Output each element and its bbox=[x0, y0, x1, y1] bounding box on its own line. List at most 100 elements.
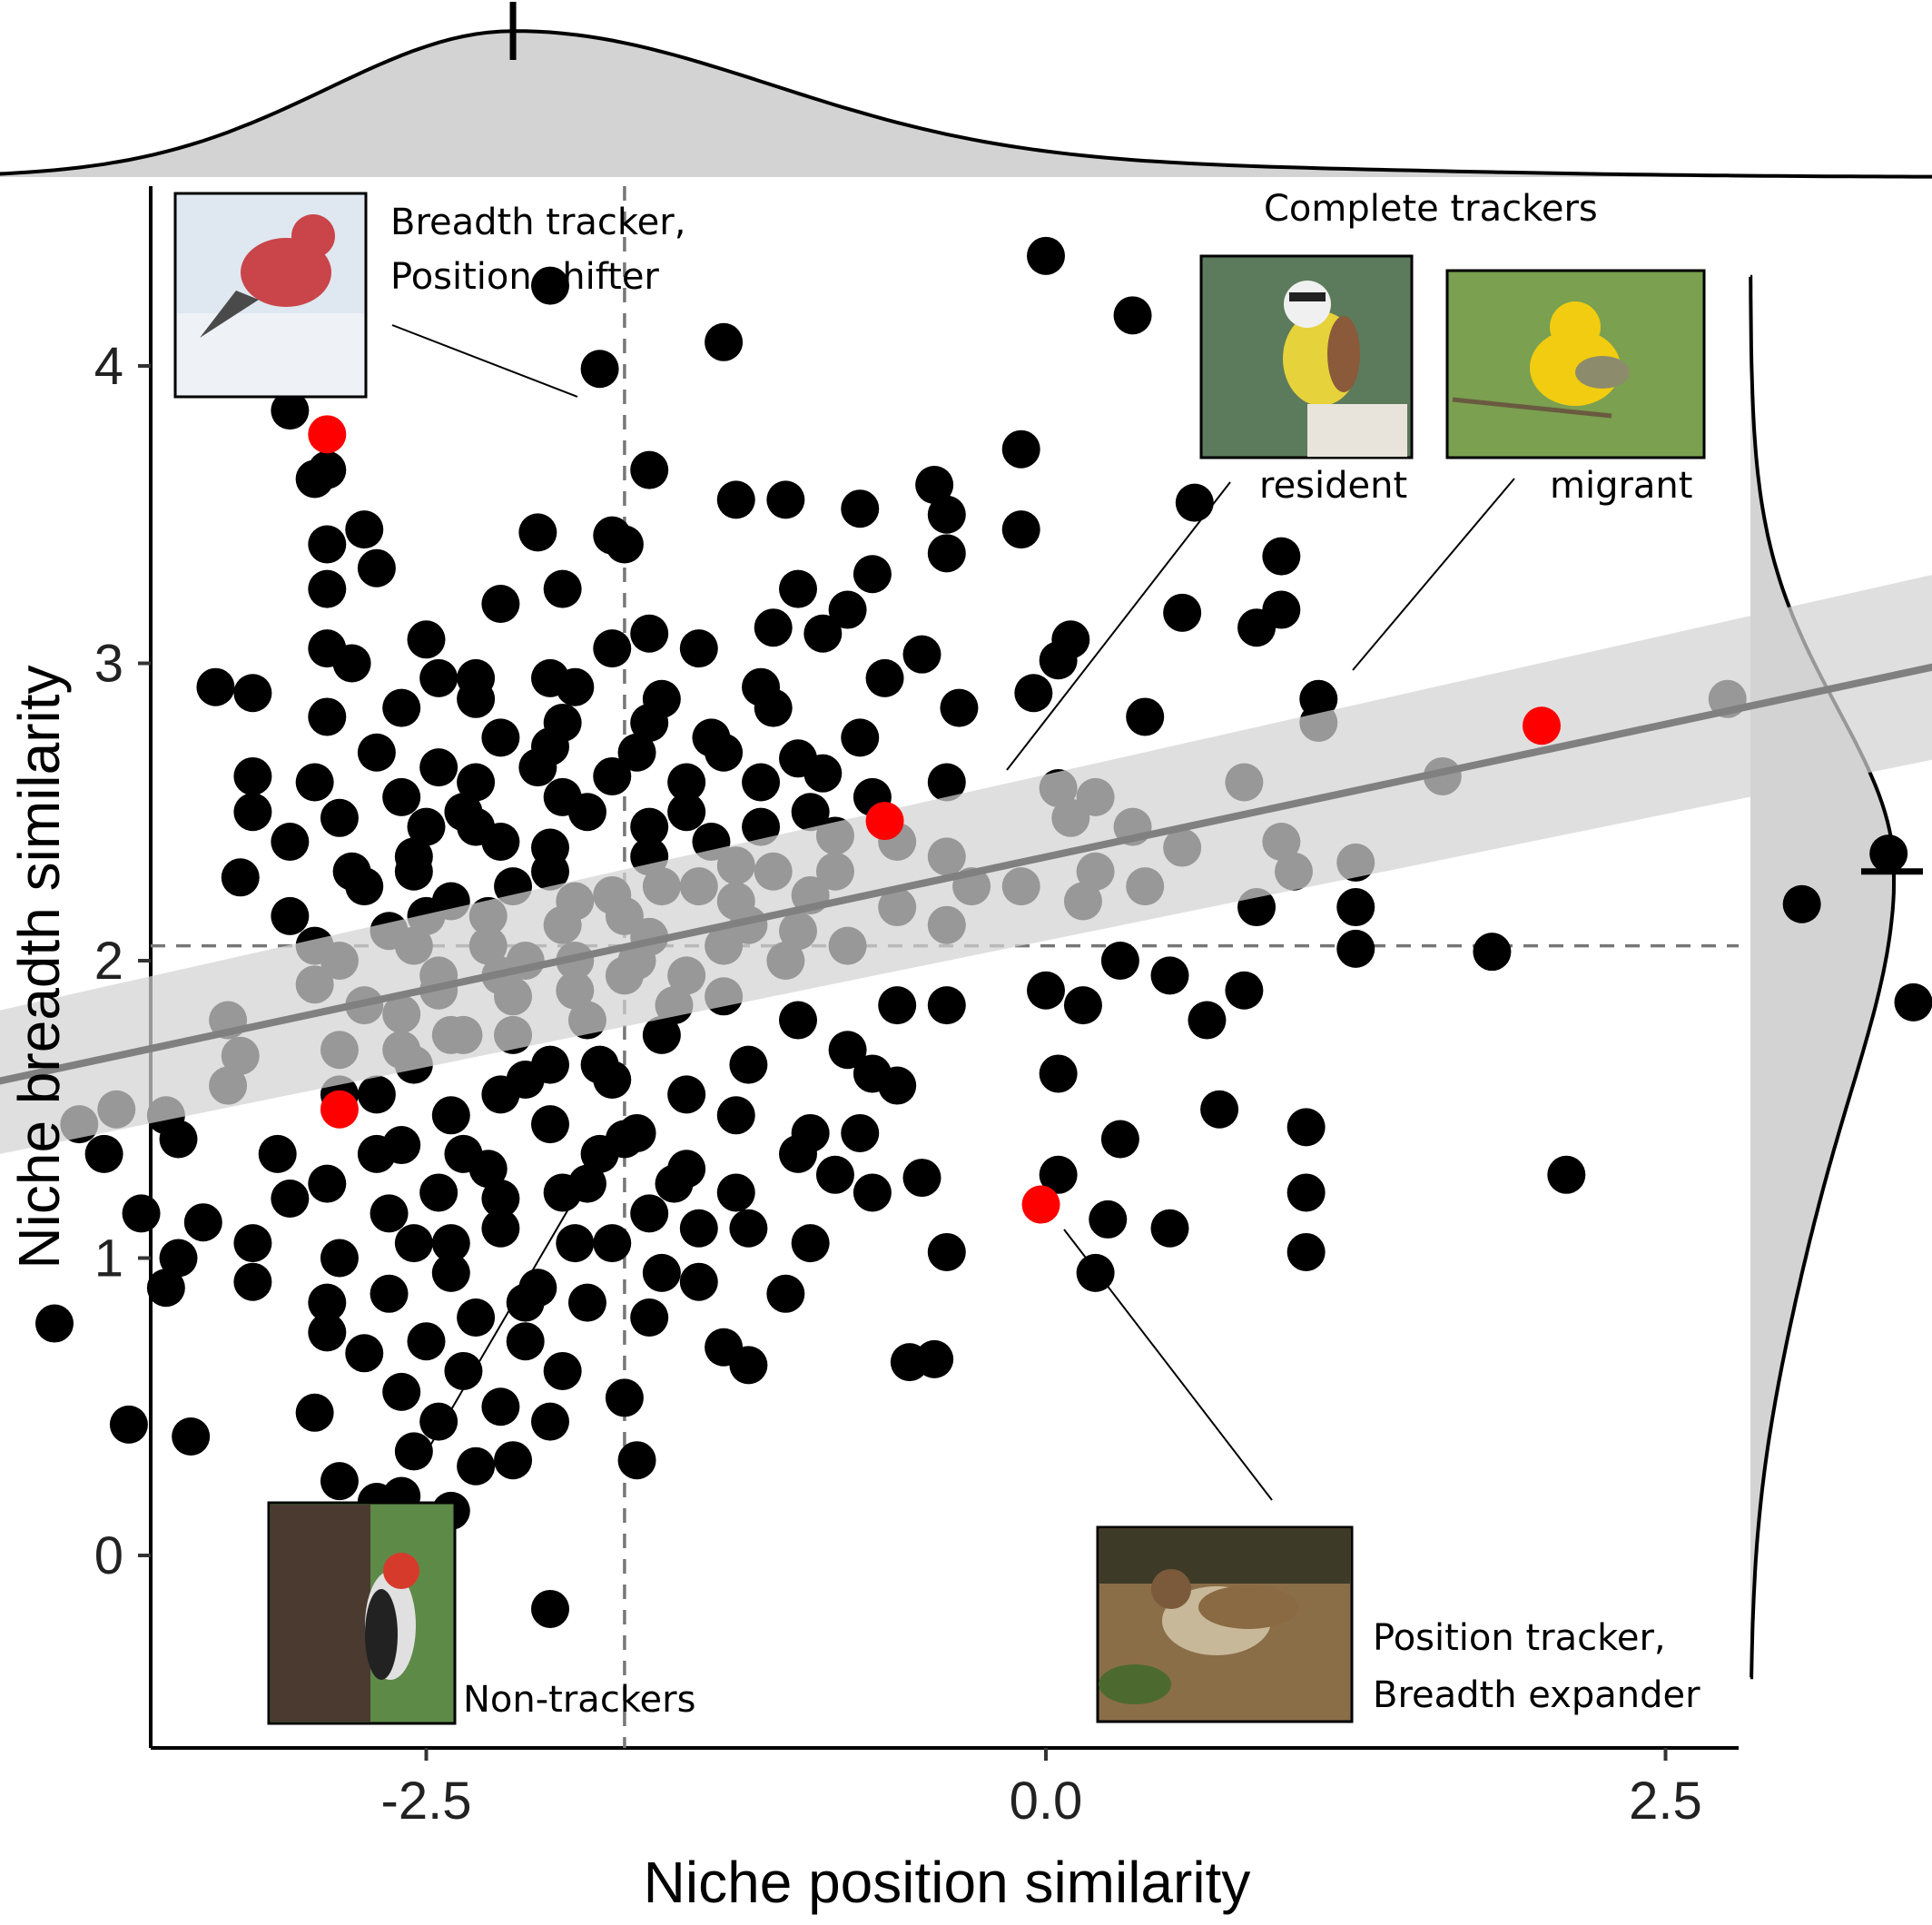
data-point bbox=[841, 489, 880, 528]
data-point bbox=[543, 1351, 582, 1390]
data-point bbox=[183, 1203, 222, 1242]
data-point bbox=[630, 450, 669, 489]
data-point bbox=[667, 793, 706, 832]
data-point bbox=[506, 1283, 545, 1322]
x-marginal-density bbox=[0, 29, 1932, 179]
data-point bbox=[1001, 510, 1040, 549]
leader-line-bottom-left bbox=[424, 1163, 596, 1456]
y-tick-label: 0 bbox=[94, 1526, 123, 1585]
data-point bbox=[803, 614, 843, 653]
x-tick-label: 0.0 bbox=[1010, 1772, 1083, 1831]
data-point bbox=[667, 763, 706, 802]
leader-line-resident bbox=[1006, 481, 1231, 771]
data-point bbox=[1063, 986, 1102, 1025]
data-point bbox=[518, 748, 557, 787]
data-point bbox=[444, 1351, 483, 1390]
data-point bbox=[506, 1061, 545, 1099]
x-axis-title: Niche position similarity bbox=[644, 1850, 1251, 1915]
data-point bbox=[320, 1239, 359, 1278]
data-point bbox=[357, 733, 396, 772]
data-point bbox=[779, 1001, 817, 1040]
data-point bbox=[1336, 929, 1375, 968]
data-point bbox=[407, 807, 446, 846]
data-point bbox=[927, 495, 966, 534]
data-point bbox=[815, 1155, 854, 1194]
data-point bbox=[679, 1209, 718, 1248]
data-point bbox=[779, 1134, 817, 1173]
data-point bbox=[457, 1298, 496, 1337]
data-point bbox=[1473, 933, 1512, 972]
highlight-point bbox=[1021, 1185, 1060, 1224]
data-point bbox=[35, 1304, 74, 1343]
data-point bbox=[1100, 942, 1139, 980]
data-point bbox=[233, 1224, 272, 1263]
data-point bbox=[878, 986, 917, 1025]
data-point bbox=[1089, 1199, 1128, 1239]
data-point bbox=[940, 688, 979, 727]
data-point bbox=[927, 1232, 966, 1271]
data-point bbox=[146, 1269, 185, 1308]
y-marginal-density bbox=[1749, 274, 1896, 1680]
confidence-band bbox=[0, 575, 1932, 1154]
data-point bbox=[1547, 1155, 1586, 1194]
data-point bbox=[1869, 834, 1908, 874]
data-point bbox=[1286, 1173, 1326, 1212]
data-point bbox=[481, 585, 520, 623]
data-point bbox=[853, 555, 892, 594]
data-point bbox=[1014, 674, 1053, 713]
data-point bbox=[915, 466, 954, 504]
data-point bbox=[630, 807, 669, 846]
data-point bbox=[308, 1313, 347, 1352]
data-point bbox=[122, 1194, 161, 1233]
data-point bbox=[506, 1322, 545, 1361]
data-point bbox=[642, 1253, 681, 1292]
data-point bbox=[865, 658, 904, 697]
bird-photo-resident bbox=[1199, 254, 1414, 459]
data-point bbox=[902, 1159, 941, 1198]
data-point bbox=[1237, 608, 1276, 647]
annotation-complete-trackers: Complete trackers bbox=[1264, 188, 1598, 230]
data-point bbox=[841, 1113, 880, 1152]
data-point bbox=[927, 986, 966, 1025]
data-point bbox=[841, 718, 880, 757]
data-point bbox=[667, 1075, 706, 1114]
data-point bbox=[481, 823, 520, 861]
data-point bbox=[630, 614, 669, 653]
bird-photo-top-left bbox=[173, 192, 368, 399]
data-point bbox=[655, 1164, 694, 1203]
data-point bbox=[481, 1209, 520, 1248]
data-point bbox=[382, 688, 421, 727]
data-point bbox=[828, 590, 867, 629]
axis-ticks: -5.0-2.50.02.55.001234 bbox=[94, 337, 1702, 1831]
annotation-bottom-right-line1: Position tracker, bbox=[1373, 1617, 1666, 1659]
data-point bbox=[531, 852, 569, 891]
data-point bbox=[580, 350, 619, 389]
data-point bbox=[791, 793, 830, 832]
data-point bbox=[320, 1462, 359, 1501]
data-point bbox=[716, 1173, 755, 1212]
annotation-migrant: migrant bbox=[1550, 465, 1692, 507]
data-point bbox=[567, 1283, 606, 1322]
data-point bbox=[1782, 884, 1821, 923]
annotation-top-left-line2: Position shifter bbox=[390, 256, 659, 298]
data-point bbox=[221, 858, 260, 897]
data-point bbox=[1126, 697, 1165, 736]
data-point bbox=[419, 748, 458, 787]
data-point bbox=[431, 1096, 470, 1135]
leader-line-top-left bbox=[391, 324, 578, 398]
data-point bbox=[419, 1402, 458, 1441]
data-point bbox=[1200, 1090, 1239, 1129]
data-point bbox=[543, 569, 582, 608]
data-point bbox=[902, 635, 941, 674]
data-point bbox=[431, 1253, 470, 1292]
data-point bbox=[580, 1045, 619, 1084]
data-point bbox=[1150, 956, 1189, 995]
data-point bbox=[556, 1224, 595, 1263]
data-point bbox=[705, 322, 744, 361]
data-point bbox=[617, 1441, 656, 1480]
data-point bbox=[779, 569, 817, 608]
bird-photo-bottom-left bbox=[267, 1501, 457, 1725]
data-point bbox=[803, 754, 843, 793]
highlighted-points bbox=[308, 415, 1561, 1224]
data-point bbox=[766, 1274, 805, 1313]
